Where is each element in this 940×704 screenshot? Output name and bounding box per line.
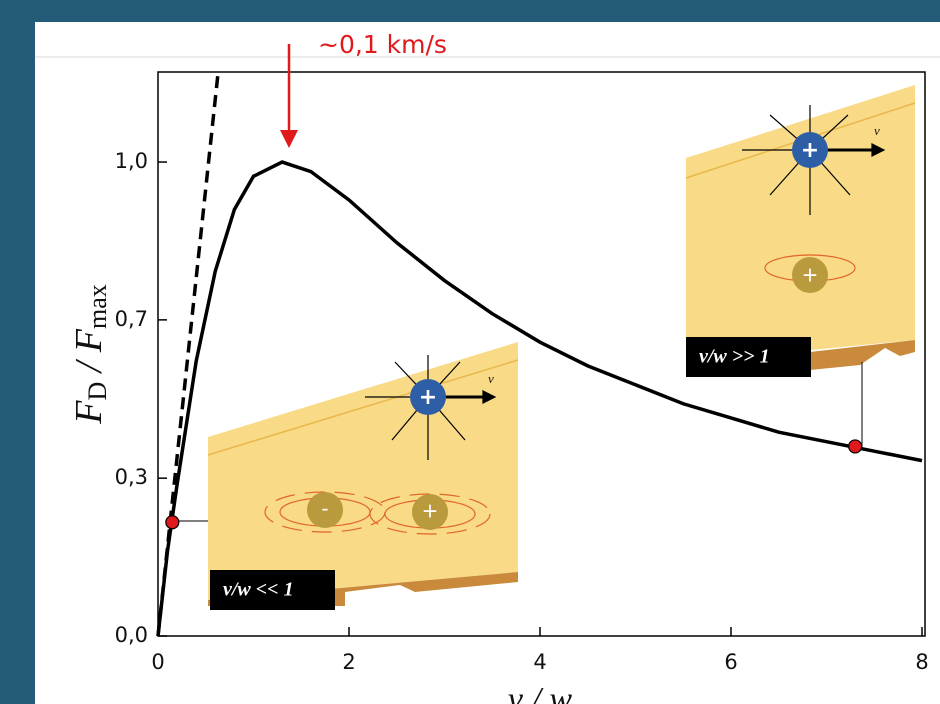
x-axis-label: v / w	[508, 681, 573, 704]
annotation: ~0,1 km/s	[318, 30, 447, 59]
y-label-part: F	[68, 400, 110, 425]
inset-label: v/w >> 1	[699, 346, 770, 368]
x-tick-label: 4	[533, 650, 546, 674]
page: {"chart_data": { "type": "line", "annota…	[0, 0, 940, 704]
svg-text:+: +	[801, 138, 819, 163]
y-tick-label: 0,3	[115, 465, 148, 489]
x-tick-label: 8	[915, 650, 928, 674]
x-tick-label: 0	[151, 650, 164, 674]
svg-text:+: +	[802, 263, 819, 287]
svg-text:-: -	[321, 497, 328, 521]
svg-text:+: +	[422, 499, 439, 523]
marker-point	[166, 516, 179, 529]
slide: - + + + + v/w	[0, 0, 940, 704]
x-tick-label: 6	[724, 650, 737, 674]
y-tick-label: 1,0	[115, 149, 148, 173]
y-tick-label: 0,0	[115, 623, 148, 647]
velocity-label: v	[874, 123, 880, 138]
y-label-part: / F	[68, 328, 110, 382]
y-label-part: D	[83, 382, 112, 401]
y-label-part: max	[83, 284, 112, 329]
y-tick-label: 0,7	[115, 307, 148, 331]
inset-label: v/w << 1	[223, 579, 294, 601]
svg-text:+: +	[419, 385, 437, 410]
x-tick-label: 2	[342, 650, 355, 674]
marker-point	[849, 440, 862, 453]
velocity-label: v	[488, 371, 494, 386]
